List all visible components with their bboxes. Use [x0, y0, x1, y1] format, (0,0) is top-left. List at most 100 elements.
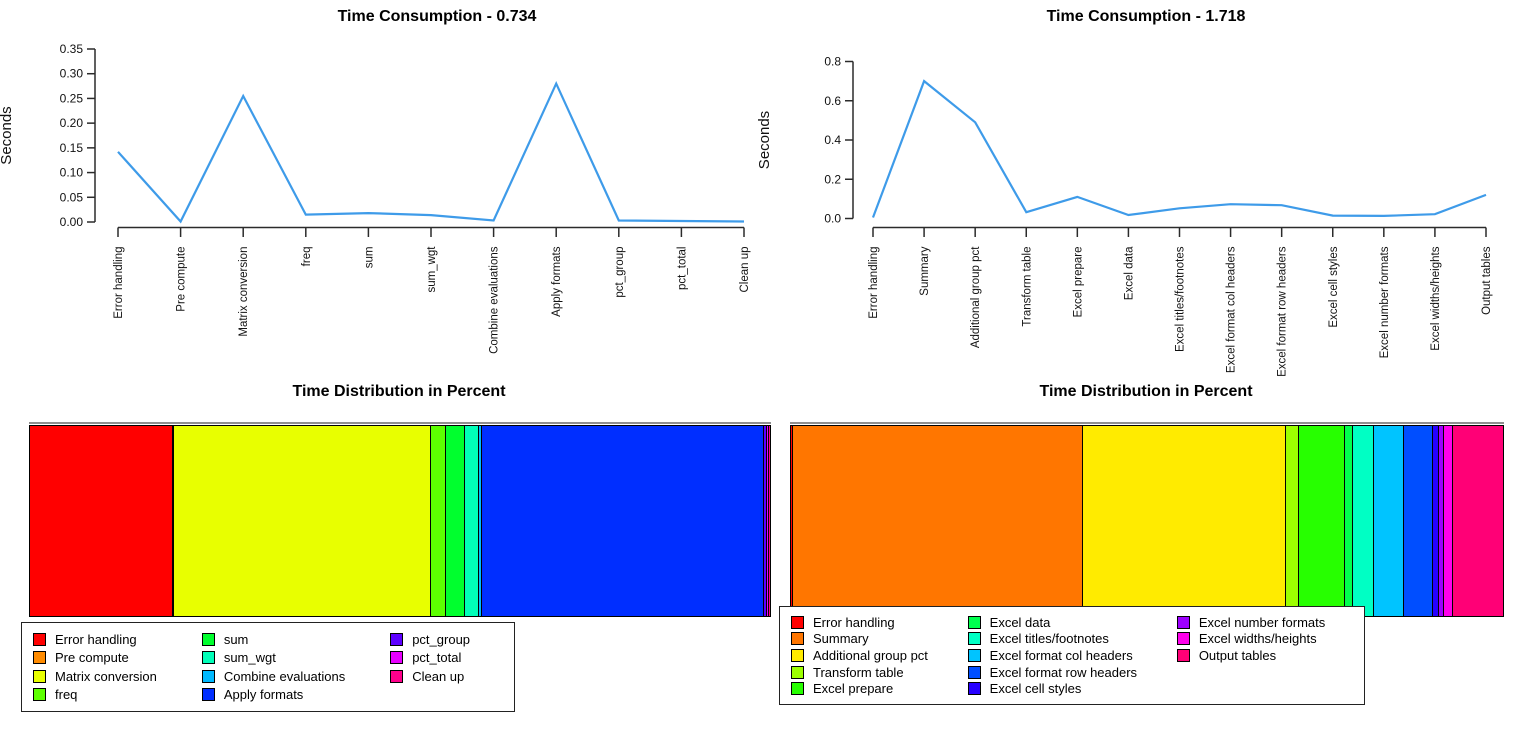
legend-item: sum_wgt: [201, 649, 378, 668]
legend-swatch: [33, 651, 46, 665]
legend-swatch: [791, 615, 804, 629]
legend-swatch: [390, 669, 404, 683]
data-line: [117, 80, 745, 224]
legend-label: freq: [55, 687, 78, 703]
legend-item: Excel prepare: [791, 680, 956, 697]
legend-swatch: [201, 688, 215, 702]
x-tick-label: Excel prepare: [1072, 247, 1084, 318]
bar-segment: [1083, 426, 1287, 616]
bar-segment: [481, 426, 764, 616]
legend-swatch: [390, 651, 404, 665]
x-tick-label: Error handling: [868, 247, 880, 319]
legend-label: Summary: [813, 631, 869, 647]
legend-item: Pre compute: [33, 649, 190, 668]
x-tick-label: Excel cell styles: [1328, 246, 1340, 327]
y-tick-label: 0.6: [824, 94, 841, 108]
y-tick-label: 0.0: [824, 212, 841, 226]
legend-swatch: [390, 632, 404, 646]
legend-swatch: [1176, 648, 1190, 662]
bar-segment: [446, 426, 465, 616]
legend-swatch: [33, 669, 46, 683]
legend-label: Error handling: [55, 631, 137, 647]
legend-label: pct_total: [412, 650, 462, 666]
y-tick-label: 0.8: [824, 55, 841, 69]
x-tick-label: sum_wgt: [426, 246, 438, 293]
legend-swatch: [33, 688, 46, 702]
x-tick-label: Transform table: [1021, 247, 1033, 327]
bar-segment: [1345, 426, 1353, 616]
legend-label: Pre compute: [55, 650, 129, 666]
x-tick-label: Excel number formats: [1379, 246, 1391, 358]
bar-segment: [464, 426, 479, 616]
x-tick-label: Excel format row headers: [1277, 246, 1289, 377]
y-tick-label: 0.15: [60, 141, 84, 155]
bar-segment: [173, 426, 175, 616]
legend-item: pct_group: [390, 630, 503, 649]
bar-segment: [791, 426, 794, 616]
x-tick-label: Combine evaluations: [489, 246, 501, 354]
legend-label: Excel widths/heights: [1198, 631, 1317, 647]
legend-item: Excel cell styles: [967, 680, 1165, 697]
y-axis-label: Seconds: [0, 106, 15, 164]
bar-segment: [1432, 426, 1439, 616]
y-tick-label: 0.10: [60, 166, 84, 180]
x-tick-label: Error handling: [113, 247, 125, 319]
bar-segment: [431, 426, 447, 616]
y-tick-label: 0.35: [60, 42, 84, 56]
legend-item: Excel widths/heights: [1176, 631, 1353, 648]
legend-swatch: [791, 682, 804, 696]
bar-top-shadow-right: [790, 422, 1504, 424]
legend-swatch: [967, 648, 981, 662]
legend-label: Additional group pct: [813, 647, 928, 663]
legend-swatch: [201, 669, 215, 683]
legend-swatch: [1176, 615, 1190, 629]
legend-label: sum_wgt: [223, 650, 276, 666]
legend-item: freq: [33, 686, 190, 705]
y-axis-label: Seconds: [756, 111, 773, 169]
bar-segment: [1374, 426, 1405, 616]
legend-label: Excel prepare: [813, 681, 894, 697]
stacked-bar-left: [29, 425, 771, 617]
legend-item: Excel format row headers: [967, 664, 1165, 681]
x-tick-label: Summary: [919, 246, 931, 295]
y-tick-label: 0.30: [60, 67, 84, 81]
x-tick-label: Excel widths/heights: [1430, 246, 1442, 350]
legend-swatch: [791, 632, 804, 646]
legend-right: Error handling Summary Additional group pc…: [779, 606, 1365, 705]
bar-segment: [793, 426, 1084, 616]
legend-label: Combine evaluations: [223, 668, 346, 684]
y-tick-label: 0.25: [60, 91, 84, 105]
legend-label: Excel data: [989, 614, 1051, 630]
x-tick-label: Matrix conversion: [238, 247, 250, 337]
x-tick-label: pct_total: [676, 247, 688, 290]
legend-label: Transform table: [813, 664, 904, 680]
bar-segment: [478, 426, 482, 616]
legend-item: Apply formats: [201, 686, 378, 705]
y-tick-label: 0.05: [60, 190, 84, 204]
legend-item: Error handling: [33, 630, 190, 649]
legend-label: Matrix conversion: [55, 668, 157, 684]
x-tick-label: Excel data: [1123, 246, 1135, 300]
legend-label: Excel number formats: [1198, 614, 1326, 630]
x-tick-label: freq: [301, 247, 313, 267]
legend-swatch: [791, 648, 804, 662]
legend-label: Excel format col headers: [989, 647, 1133, 663]
legend-label: Clean up: [412, 668, 465, 684]
legend-swatch: [201, 632, 215, 646]
data-line: [871, 79, 1487, 218]
bar-segment: [30, 426, 174, 616]
x-tick-label: Additional group pct: [970, 246, 982, 348]
bar-segment: [766, 426, 769, 616]
x-tick-label: pct_group: [614, 247, 626, 298]
legend-swatch: [791, 665, 804, 679]
legend-item: Excel number formats: [1176, 614, 1353, 631]
legend-item: Clean up: [390, 667, 503, 686]
legend-item: Transform table: [791, 664, 956, 681]
legend-item: Excel data: [967, 614, 1165, 631]
x-tick-label: sum: [363, 247, 375, 269]
y-tick-label: 0.2: [824, 172, 841, 186]
bar-segment: [1453, 426, 1503, 616]
bar-segment: [1299, 426, 1346, 616]
bar-chart-right-title: Time Distribution in Percent: [1039, 383, 1253, 400]
x-tick-label: Pre compute: [176, 247, 188, 312]
